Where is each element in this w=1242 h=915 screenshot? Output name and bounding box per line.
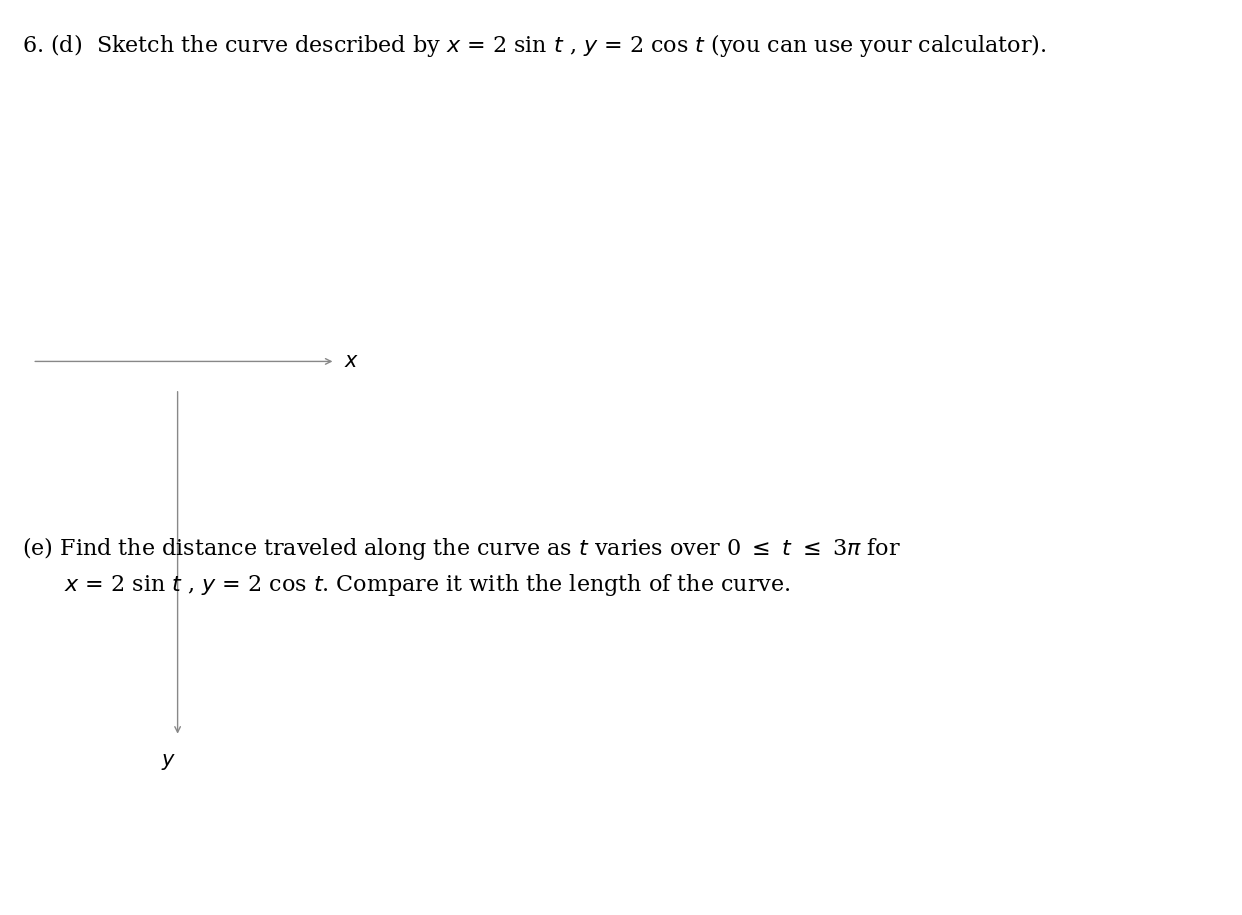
Text: $y$: $y$ bbox=[161, 752, 176, 772]
Text: $x$ = 2 sin $t$ , $y$ = 2 cos $t$. Compare it with the length of the curve.: $x$ = 2 sin $t$ , $y$ = 2 cos $t$. Compa… bbox=[22, 572, 791, 597]
Text: $x$: $x$ bbox=[344, 352, 359, 371]
Text: (e) Find the distance traveled along the curve as $t$ varies over 0 $\leq$ $t$ $: (e) Find the distance traveled along the… bbox=[22, 535, 902, 563]
Text: 6. (d)  Sketch the curve described by $x$ = 2 sin $t$ , $y$ = 2 cos $t$ (you can: 6. (d) Sketch the curve described by $x$… bbox=[22, 32, 1047, 59]
